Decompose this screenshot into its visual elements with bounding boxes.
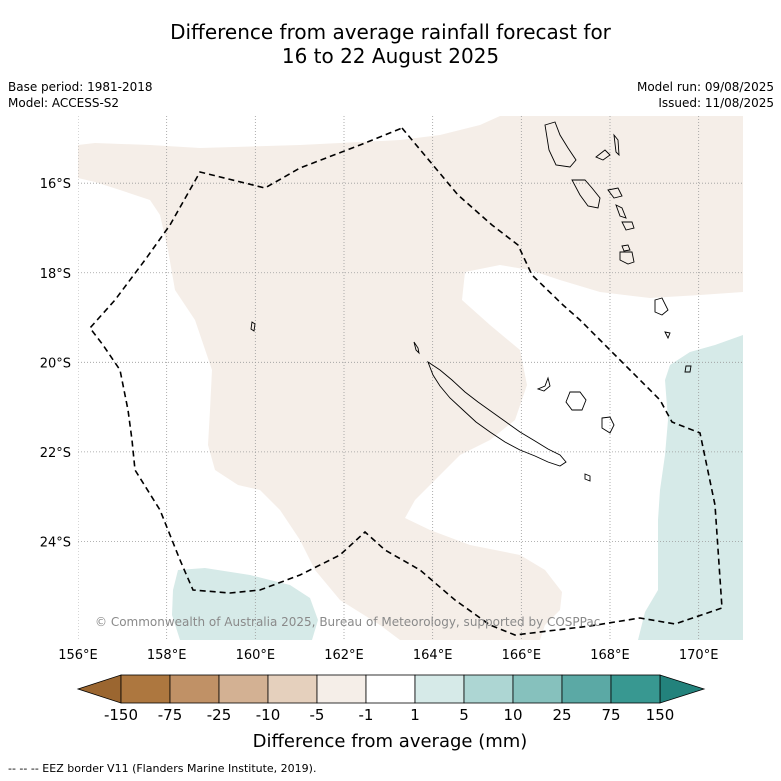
latitude-tick-label: 24°S [40,535,71,550]
efate-island [621,221,635,231]
malekula-island [571,179,601,209]
map-panel: © Commonwealth of Australia 2025, Bureau… [78,116,743,640]
longitude-tick-label: 168°E [590,648,630,663]
colorbar-over-arrow [659,674,706,704]
colorbar: -150 -75 -25 -10 -5 -1 1 5 10 25 75 150 [76,674,706,724]
model-info: Base period: 1981-2018 Model: ACCESS-S2 [8,79,153,111]
model-text: Model: ACCESS-S2 [8,96,120,110]
pentecost-island [613,133,620,157]
colorbar-tick-label: -10 [256,706,281,724]
map-title: Difference from average rainfall forecas… [0,20,781,68]
longitude-tick-label: 160°E [236,648,276,663]
longitude-tick-label: 158°E [147,648,187,663]
eez-footnote: -- -- -- EEZ border V11 (Flanders Marine… [8,762,317,775]
lifou-island [565,391,587,411]
colorbar-tick-label: -75 [158,706,183,724]
longitude-tick-label: 166°E [502,648,542,663]
gridlines [78,116,743,640]
colorbar-segment [316,674,367,704]
base-period-text: Base period: 1981-2018 [8,80,153,94]
colorbar-tick-label: -25 [207,706,232,724]
wet-anomaly-region-southwest [172,568,318,640]
longitude-tick-label: 164°E [413,648,453,663]
model-run-text: Model run: 09/08/2025 [636,80,774,94]
dry-anomaly-region [78,116,743,640]
title-line-1: Difference from average rainfall forecas… [170,20,611,44]
ambrym-island [607,187,623,199]
ouvea-island [536,376,551,392]
colorbar-tick-label: 1 [410,706,420,724]
eez-border [88,127,723,636]
colorbar-tick-label: 150 [646,706,675,724]
colorbar-segment [120,674,171,704]
latitude-tick-label: 18°S [40,267,71,282]
issued-text: Issued: 11/08/2025 [658,96,774,110]
colorbar-segment [463,674,514,704]
mare-island [601,416,615,434]
colorbar-title: Difference from average (mm) [253,731,528,752]
longitude-tick-label: 170°E [679,648,719,663]
tanna-island [619,251,635,265]
colorbar-segment [218,674,269,704]
colorbar-segment [169,674,220,704]
colorbar-under-arrow [76,674,122,704]
run-info: Model run: 09/08/2025 Issued: 11/08/2025 [637,79,774,111]
copyright-text: © Commonwealth of Australia 2025, Bureau… [95,615,600,629]
colorbar-tick-label: 10 [503,706,522,724]
latitude-tick-label: 16°S [40,177,71,192]
longitude-tick-label: 156°E [58,648,98,663]
colorbar-tick-label: 75 [601,706,620,724]
colorbar-segment [512,674,563,704]
erromango-island [621,244,631,252]
wet-anomaly-region-east [638,335,743,640]
hunter-island [684,365,692,373]
colorbar-segment [267,674,318,704]
epi-islands [615,204,627,219]
new-caledonia-grande-terre [427,360,567,467]
longitude-tick-label: 162°E [324,648,364,663]
colorbar-segment [414,674,465,704]
colorbar-segment [610,674,661,704]
matthew-island [654,297,669,316]
colorbar-segment [365,674,416,704]
espiritu-santo [544,121,577,168]
loyalty-islet [664,331,671,340]
belep-islands [413,341,420,355]
latitude-tick-label: 20°S [40,356,71,371]
colorbar-tick-label: -150 [104,706,138,724]
colorbar-tick-label: 25 [552,706,571,724]
coastlines [250,121,692,482]
title-line-2: 16 to 22 August 2025 [281,44,500,68]
colorbar-tick-label: -1 [359,706,374,724]
colorbar-tick-label: -5 [310,706,325,724]
colorbar-segment [561,674,612,704]
latitude-labels: 16°S 18°S 20°S 22°S 24°S [40,177,71,550]
latitude-tick-label: 22°S [40,446,71,461]
ambae-island [595,149,611,161]
chesterfield-islet [250,321,256,332]
longitude-labels: 156°E 158°E 160°E 162°E 164°E 166°E 168°E 170°E [58,648,718,663]
colorbar-tick-label: 5 [459,706,469,724]
isle-of-pines [584,473,591,482]
